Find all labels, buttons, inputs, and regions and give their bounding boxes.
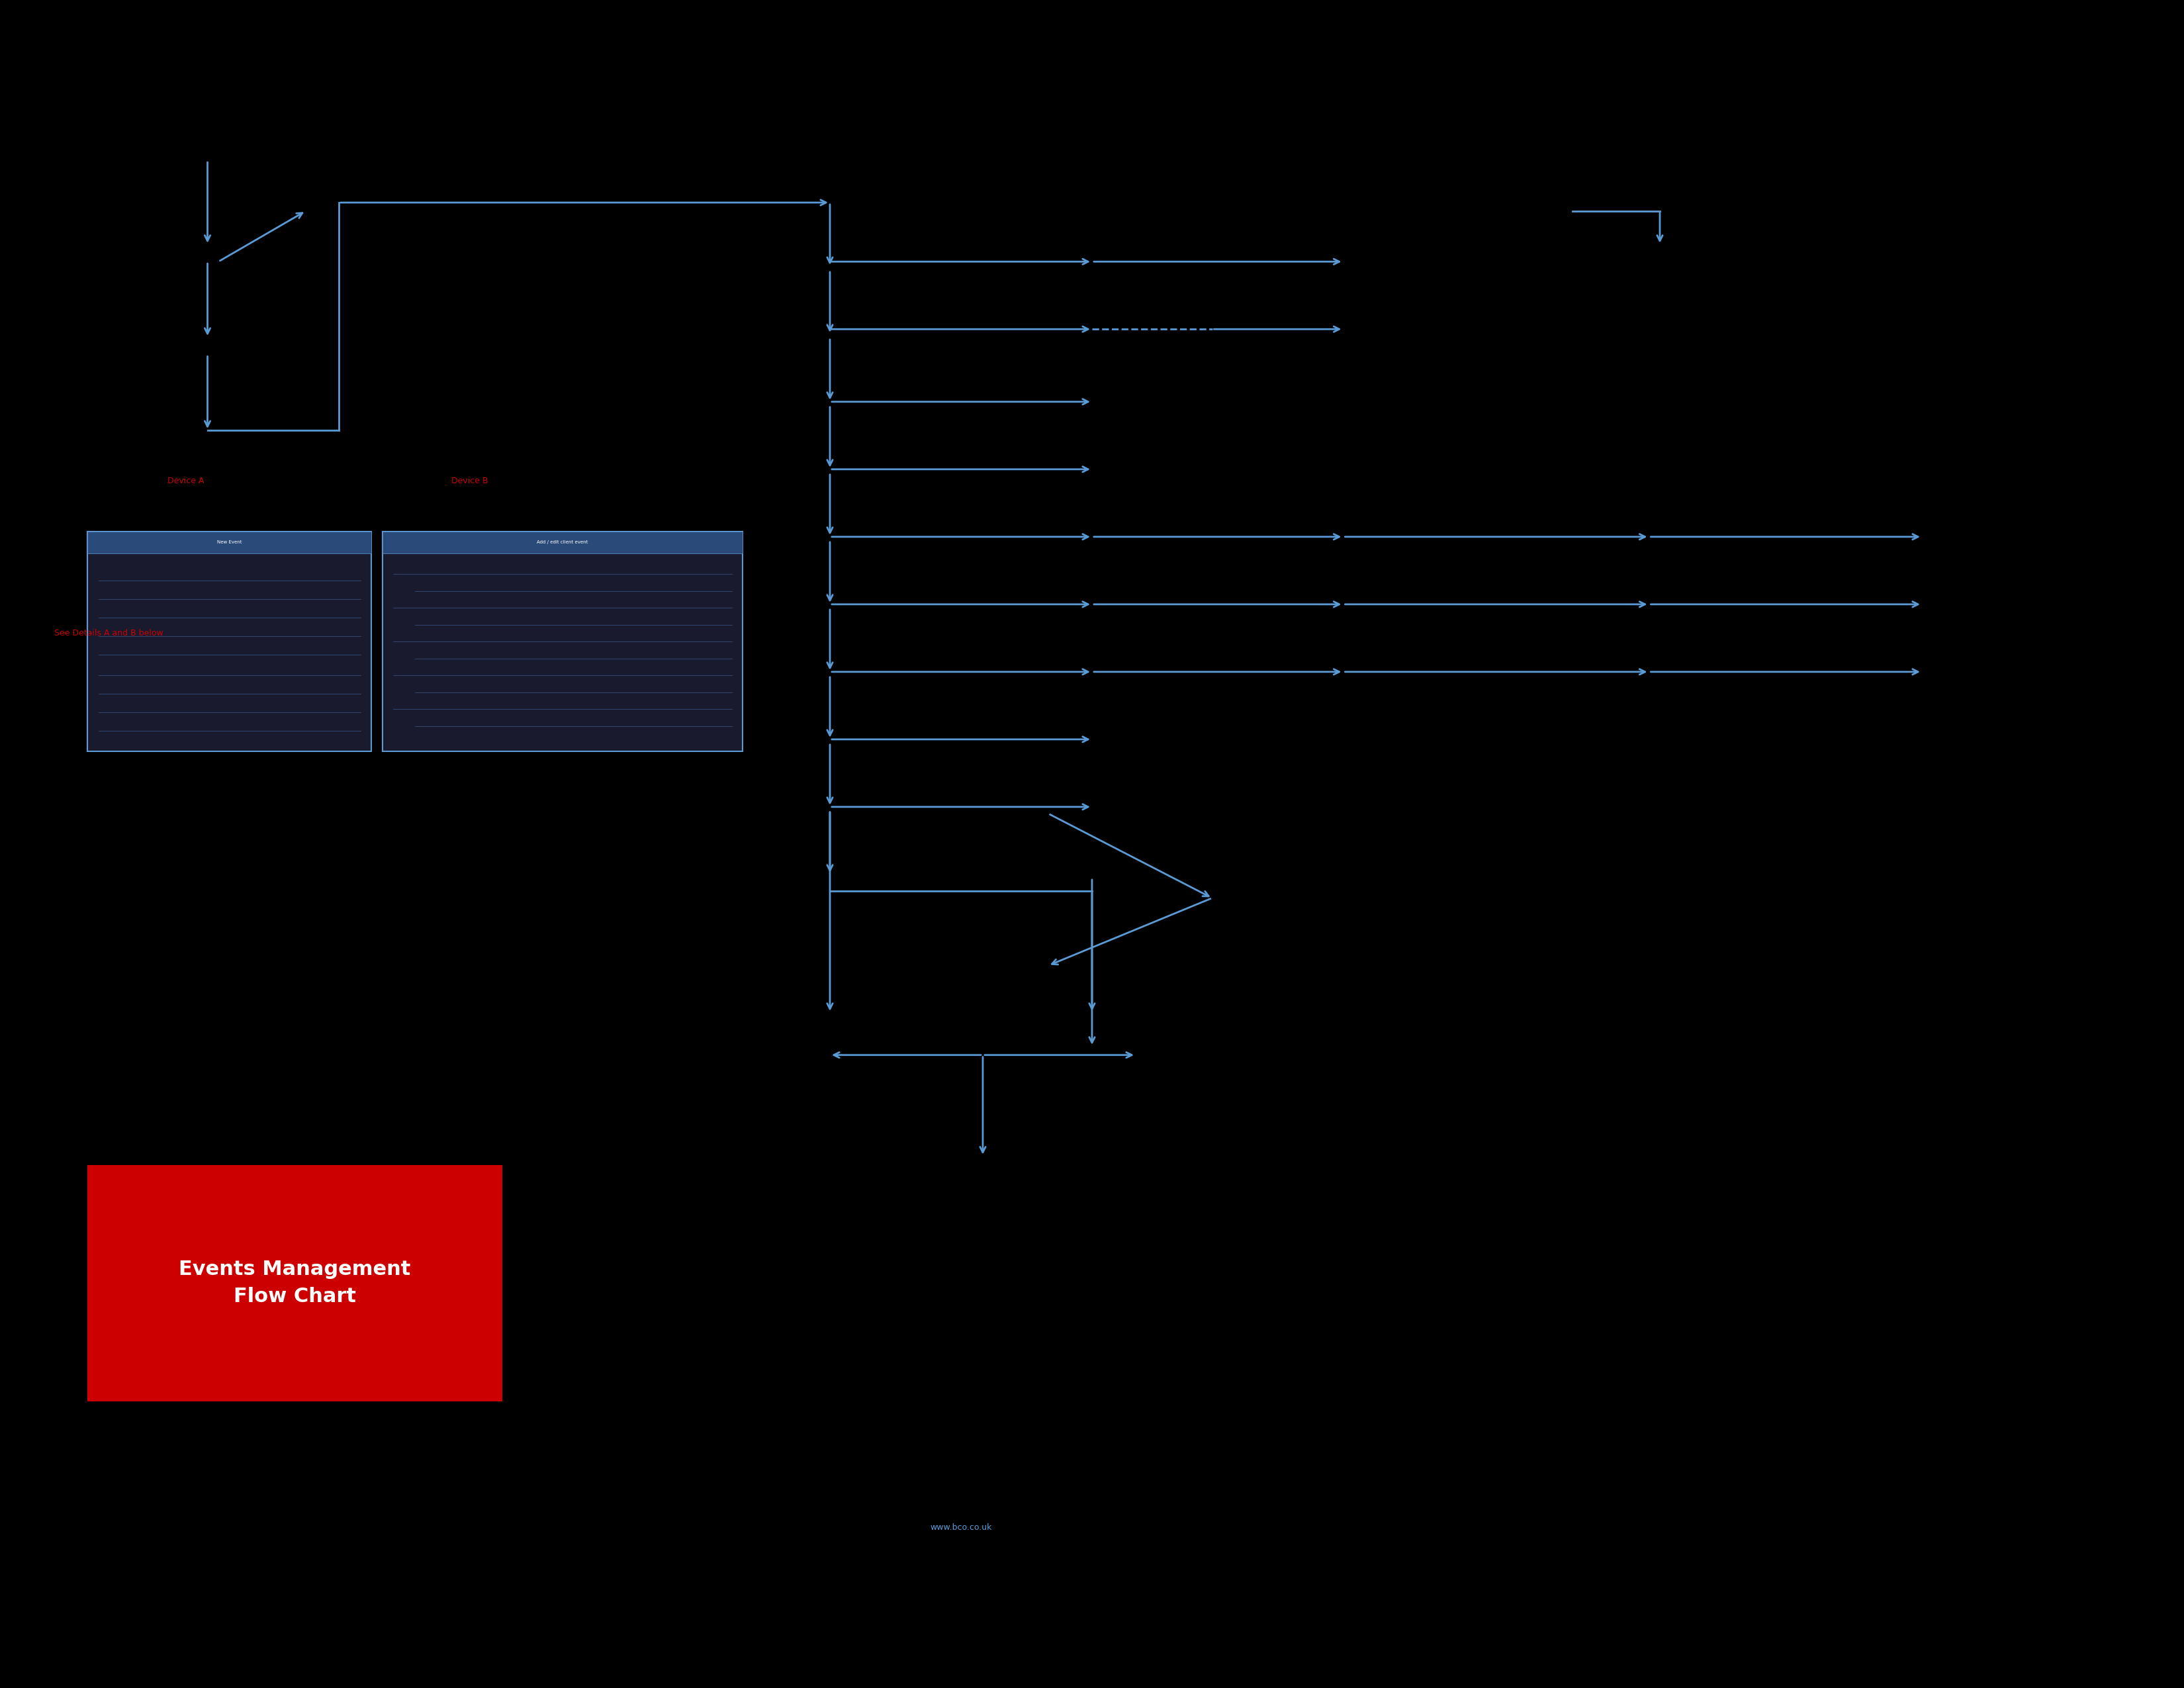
Text: Events Management
Flow Chart: Events Management Flow Chart (179, 1259, 411, 1307)
FancyBboxPatch shape (382, 532, 743, 554)
Text: Device A: Device A (168, 476, 203, 486)
FancyBboxPatch shape (87, 532, 371, 751)
Text: New Event: New Event (216, 540, 242, 544)
Text: See Details A and B below: See Details A and B below (55, 628, 164, 638)
Text: Device B: Device B (452, 476, 487, 486)
FancyBboxPatch shape (87, 1165, 502, 1401)
Text: Add / edit client event: Add / edit client event (537, 540, 587, 544)
FancyBboxPatch shape (382, 532, 743, 751)
FancyBboxPatch shape (87, 532, 371, 554)
Text: www.bco.co.uk: www.bco.co.uk (930, 1523, 992, 1533)
